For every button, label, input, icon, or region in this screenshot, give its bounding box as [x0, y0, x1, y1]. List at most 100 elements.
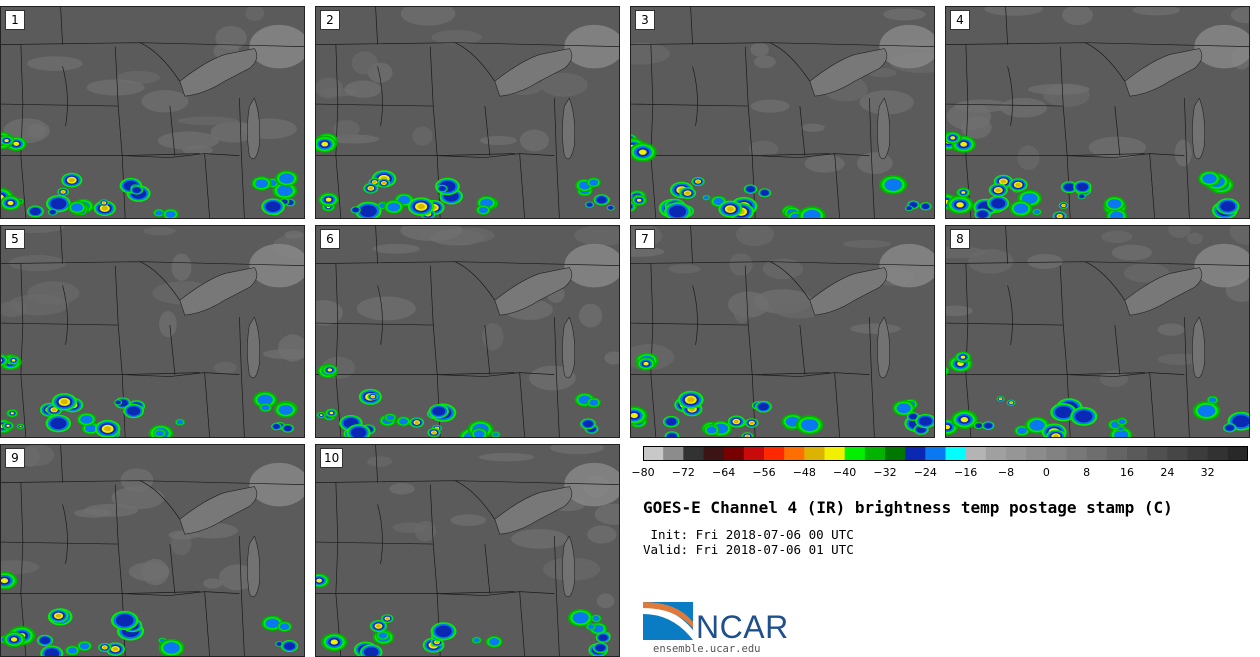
map-panel-5: 5 — [0, 225, 305, 438]
cloud-patch — [587, 525, 617, 544]
storm-cell — [325, 197, 332, 202]
storm-cell — [176, 419, 184, 425]
storm-cell — [1202, 173, 1217, 184]
colorbar-swatch — [985, 446, 1007, 461]
state-border — [139, 42, 181, 82]
state-border — [834, 372, 840, 437]
storm-cell — [587, 624, 595, 629]
state-border — [62, 285, 68, 345]
lake-superior — [1124, 267, 1203, 316]
state-border — [316, 103, 434, 107]
state-border — [377, 285, 383, 345]
state-border — [204, 591, 210, 656]
panel-number-6: 6 — [320, 229, 340, 249]
lake-superior — [1124, 48, 1203, 97]
colorbar-swatch — [1006, 446, 1027, 461]
storm-cell — [1029, 419, 1045, 431]
state-border — [752, 372, 870, 377]
lake-superior — [179, 486, 258, 535]
state-border — [946, 372, 1145, 375]
state-border — [62, 504, 68, 564]
state-border — [62, 66, 68, 126]
cloud-patch — [578, 303, 603, 328]
state-border — [1005, 226, 1008, 264]
cloud-patch — [631, 42, 671, 65]
storm-cell — [586, 202, 593, 207]
storm-cell — [726, 206, 734, 212]
storm-cell — [706, 426, 717, 434]
cloud-patch — [753, 55, 776, 69]
map-panel-10: 10 — [315, 444, 620, 657]
colorbar-swatch — [683, 446, 704, 461]
storm-cell — [984, 422, 993, 429]
storm-cell — [163, 642, 180, 654]
panel-number-1: 1 — [5, 10, 25, 30]
state-border — [484, 325, 491, 375]
storm-cell — [1033, 209, 1041, 215]
storm-cell — [132, 187, 141, 193]
state-border — [377, 66, 383, 126]
state-border — [519, 153, 525, 218]
storm-cell — [975, 423, 982, 428]
cloud-patch — [882, 8, 926, 21]
lake-michigan — [247, 97, 261, 160]
state-border — [1149, 372, 1155, 437]
storm-cell — [71, 203, 84, 212]
storm-cell — [61, 190, 65, 194]
colorbar-swatch — [864, 446, 886, 461]
storm-cell — [359, 205, 377, 218]
cloud-patch — [141, 89, 189, 113]
colorbar-tick-label: 24 — [1160, 466, 1175, 479]
colorbar-swatch — [824, 446, 846, 461]
storm-cell — [1053, 434, 1059, 437]
state-border — [631, 103, 749, 107]
storm-cell — [85, 424, 97, 433]
ncar-logo-icon — [643, 602, 693, 640]
storm-cell — [1015, 182, 1021, 187]
map-panel-3: 3 — [630, 6, 935, 219]
lake-superior — [494, 267, 573, 316]
cloud-patch — [372, 243, 420, 254]
storm-cell — [1232, 415, 1249, 428]
storm-cell — [631, 203, 634, 210]
cloud-patch — [564, 243, 619, 288]
colorbar-swatch — [1066, 446, 1088, 461]
cloud-patch — [1194, 24, 1249, 69]
colorbar-tick-label: −8 — [997, 466, 1015, 479]
colorbar-swatch — [1026, 446, 1047, 461]
storm-cell — [261, 404, 270, 411]
cloud-patch — [111, 486, 165, 510]
storm-cell — [1197, 404, 1216, 417]
state-border — [454, 480, 496, 520]
cloud-patch — [1017, 145, 1040, 171]
storm-cell — [414, 421, 419, 424]
cloud-patch — [594, 503, 619, 525]
colorbar-tick-label: −64 — [712, 466, 736, 479]
lake-michigan — [562, 97, 576, 160]
storm-cell — [669, 205, 687, 218]
cloud-patch — [774, 301, 823, 319]
figure-title: GOES-E Channel 4 (IR) brightness temp po… — [643, 498, 1173, 517]
cloud-patch — [564, 24, 619, 69]
storm-cell — [1021, 192, 1038, 204]
cloud-patch — [316, 77, 343, 99]
panel-number-3: 3 — [635, 10, 655, 30]
state-border — [122, 372, 240, 377]
cloud-patch — [850, 323, 901, 334]
cloud-patch — [431, 29, 482, 45]
lake-superior — [494, 486, 573, 535]
state-border — [769, 42, 811, 82]
cloud-patch — [351, 51, 378, 75]
storm-cell — [1062, 204, 1065, 207]
storm-cell — [265, 201, 281, 212]
valid-time: Valid: Fri 2018-07-06 01 UTC — [643, 542, 854, 557]
cloud-patch — [214, 361, 237, 374]
storm-cell — [4, 139, 9, 143]
storm-cell — [946, 367, 948, 374]
cloud-patch — [344, 80, 382, 98]
storm-cell — [991, 198, 1006, 209]
storm-cell — [352, 207, 359, 213]
cloud-patch — [219, 564, 256, 591]
storm-cell — [758, 402, 769, 411]
cloud-patch — [1174, 139, 1192, 167]
